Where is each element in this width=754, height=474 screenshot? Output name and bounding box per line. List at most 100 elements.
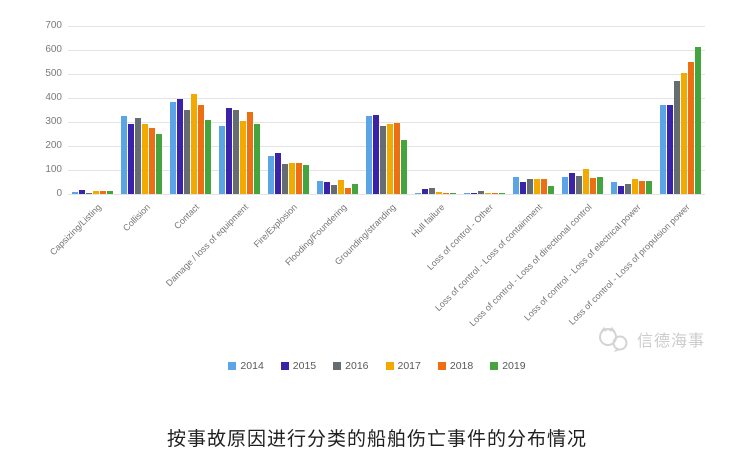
bar-2016 bbox=[576, 176, 582, 194]
bar-2015 bbox=[422, 189, 428, 194]
bar-2016 bbox=[331, 184, 337, 194]
bar-2016 bbox=[233, 110, 239, 194]
bar-2018 bbox=[443, 192, 449, 194]
legend-item-2014: 2014 bbox=[228, 360, 264, 372]
bar-2019 bbox=[401, 140, 407, 194]
chart-legend: 2014 2015 2016 2017 2018 2019 bbox=[0, 360, 754, 372]
bar-2018 bbox=[198, 105, 204, 194]
bar-2015 bbox=[373, 114, 379, 194]
bar-group bbox=[264, 26, 313, 194]
bar-2016 bbox=[527, 179, 533, 194]
x-axis-category-label: Hull failure bbox=[409, 202, 447, 240]
bar-2018 bbox=[541, 178, 547, 194]
bar-2018 bbox=[296, 162, 302, 194]
bar-2014 bbox=[170, 101, 176, 194]
bar-2015 bbox=[471, 193, 477, 194]
bar-2014 bbox=[268, 155, 274, 194]
bar-2015 bbox=[177, 99, 183, 194]
bar-2019 bbox=[352, 184, 358, 194]
gridline bbox=[68, 170, 705, 171]
bar-2018 bbox=[492, 192, 498, 194]
bar-2018 bbox=[590, 178, 596, 194]
bar-2015 bbox=[79, 190, 85, 194]
bar-group bbox=[362, 26, 411, 194]
bar-2019 bbox=[646, 180, 652, 194]
bar-2017 bbox=[338, 180, 344, 194]
bar-group bbox=[460, 26, 509, 194]
bar-2014 bbox=[219, 125, 225, 194]
bar-2017 bbox=[632, 179, 638, 194]
bar-2014 bbox=[72, 191, 78, 194]
bar-2016 bbox=[380, 125, 386, 194]
bar-2016 bbox=[282, 164, 288, 194]
bar-2015 bbox=[275, 153, 281, 194]
bar-2015 bbox=[324, 181, 330, 194]
bar-2016 bbox=[625, 184, 631, 194]
y-axis-tick-label: 700 bbox=[45, 20, 62, 31]
y-axis-tick-label: 300 bbox=[45, 116, 62, 127]
gridline bbox=[68, 98, 705, 99]
bar-2016 bbox=[135, 118, 141, 194]
bar-2015 bbox=[667, 105, 673, 194]
bar-2014 bbox=[415, 192, 421, 194]
x-axis-category-label: Capsizing/Listing bbox=[48, 202, 104, 258]
bars-layer bbox=[68, 26, 705, 194]
bar-2014 bbox=[121, 116, 127, 194]
legend-item-2019: 2019 bbox=[490, 360, 526, 372]
y-axis-tick-label: 100 bbox=[45, 164, 62, 175]
legend-swatch-icon bbox=[333, 362, 342, 370]
y-axis-tick-label: 600 bbox=[45, 44, 62, 55]
legend-label: 2019 bbox=[502, 360, 526, 372]
gridline bbox=[68, 50, 705, 51]
bar-2018 bbox=[149, 128, 155, 194]
bar-2014 bbox=[366, 116, 372, 194]
legend-item-2015: 2015 bbox=[280, 360, 317, 372]
watermark-text: 信德海事 bbox=[637, 333, 706, 350]
legend-label: 2015 bbox=[292, 360, 317, 372]
bar-2016 bbox=[86, 192, 92, 194]
watermark: 信德海事 bbox=[597, 326, 705, 352]
x-axis-category-label: Loss of control - Loss of containment bbox=[433, 202, 545, 314]
bar-2018 bbox=[688, 62, 694, 194]
bar-2019 bbox=[548, 185, 554, 194]
legend-swatch-icon bbox=[228, 362, 237, 370]
bar-2017 bbox=[93, 191, 99, 194]
bar-2017 bbox=[289, 162, 295, 194]
bar-2016 bbox=[184, 110, 190, 194]
bar-2017 bbox=[436, 192, 442, 194]
bar-2015 bbox=[128, 124, 134, 194]
gridline bbox=[68, 146, 705, 147]
y-axis-tick-label: 200 bbox=[45, 140, 62, 151]
bar-2014 bbox=[611, 181, 617, 194]
bar-2015 bbox=[569, 173, 575, 194]
y-axis-tick-label: 0 bbox=[56, 188, 62, 199]
legend-label: 2014 bbox=[240, 360, 264, 372]
bar-chart: 0 100 200 300 400 500 600 700 Capsizing/Listing… bbox=[0, 20, 754, 372]
bar-2018 bbox=[394, 123, 400, 194]
legend-swatch-icon bbox=[280, 362, 289, 370]
legend-swatch-icon bbox=[437, 362, 446, 370]
bar-2014 bbox=[513, 176, 519, 194]
bar-2017 bbox=[387, 124, 393, 194]
bar-2019 bbox=[303, 165, 309, 194]
bar-2016 bbox=[429, 188, 435, 194]
bar-2018 bbox=[639, 180, 645, 194]
bar-2016 bbox=[674, 81, 680, 194]
bar-2019 bbox=[254, 124, 260, 194]
bar-group bbox=[411, 26, 460, 194]
figure-caption: 按事故原因进行分类的船舶伤亡事件的分布情况 bbox=[166, 429, 587, 450]
xinde-logo-icon bbox=[599, 326, 628, 352]
bar-2017 bbox=[583, 169, 589, 194]
bar-2015 bbox=[618, 185, 624, 194]
bar-group bbox=[166, 26, 215, 194]
bar-group bbox=[117, 26, 166, 194]
legend-swatch-icon bbox=[490, 362, 499, 370]
legend-item-2016: 2016 bbox=[333, 360, 369, 372]
bar-2017 bbox=[191, 94, 197, 194]
bar-2019 bbox=[156, 134, 162, 194]
bar-group bbox=[509, 26, 558, 194]
bar-2019 bbox=[695, 47, 701, 194]
bar-group bbox=[656, 26, 705, 194]
bar-group bbox=[607, 26, 656, 194]
bar-2018 bbox=[247, 112, 253, 194]
